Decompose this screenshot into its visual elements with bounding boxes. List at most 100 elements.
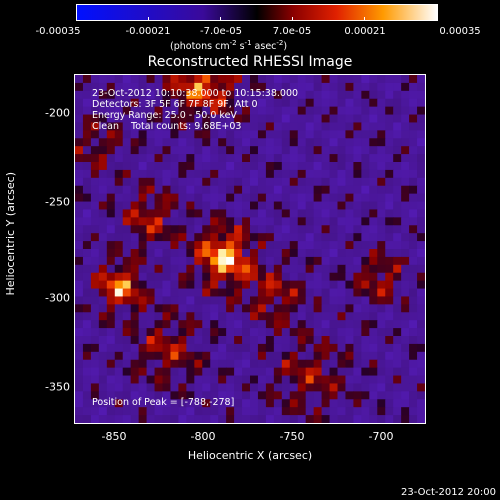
heatmap-cell bbox=[401, 383, 410, 392]
heatmap-cell bbox=[297, 375, 307, 384]
heatmap-cell bbox=[321, 336, 331, 345]
heatmap-cell bbox=[250, 225, 259, 234]
heatmap-cell bbox=[170, 359, 179, 369]
heatmap-cell bbox=[353, 256, 362, 266]
heatmap-cell bbox=[409, 82, 418, 92]
heatmap-cell bbox=[218, 320, 227, 329]
heatmap-cell bbox=[75, 138, 84, 147]
colorbar-tick-label: 0.00035 bbox=[439, 26, 481, 37]
heatmap-cell bbox=[369, 146, 378, 155]
heatmap-cell bbox=[114, 359, 124, 369]
heatmap-cell bbox=[114, 90, 124, 100]
heatmap-cell bbox=[226, 249, 235, 258]
heatmap-cell bbox=[313, 90, 323, 100]
heatmap-cell bbox=[138, 98, 148, 108]
heatmap-cell bbox=[130, 312, 140, 321]
heatmap-cell bbox=[281, 359, 291, 369]
heatmap-cell bbox=[218, 415, 227, 423]
heatmap-cell bbox=[385, 272, 394, 282]
heatmap-cell bbox=[409, 336, 418, 345]
heatmap-cell bbox=[154, 185, 163, 195]
heatmap-cell bbox=[82, 272, 92, 282]
heatmap-cell bbox=[337, 383, 346, 392]
heatmap-cell bbox=[417, 201, 425, 210]
heatmap-cell bbox=[234, 375, 243, 384]
heatmap-cell bbox=[281, 280, 291, 290]
heatmap-cell bbox=[226, 312, 235, 321]
heatmap-cell bbox=[202, 407, 211, 416]
heatmap-cell bbox=[377, 122, 386, 131]
heatmap-cell bbox=[186, 359, 195, 369]
heatmap-cell bbox=[82, 154, 92, 163]
heatmap-cell bbox=[130, 272, 140, 282]
heatmap-cell bbox=[377, 320, 386, 329]
heatmap-cell bbox=[178, 336, 187, 345]
heatmap-cell bbox=[98, 264, 108, 274]
heatmap-cell bbox=[305, 256, 315, 266]
heatmap-cell bbox=[297, 391, 307, 400]
heatmap-cell bbox=[417, 217, 425, 226]
heatmap-cell bbox=[361, 367, 370, 377]
heatmap-cell bbox=[170, 154, 179, 163]
heatmap-cell bbox=[75, 201, 84, 210]
heatmap-cell bbox=[226, 375, 235, 384]
heatmap-cell bbox=[313, 312, 323, 321]
heatmap-cell bbox=[369, 233, 378, 242]
heatmap-cell bbox=[114, 193, 124, 203]
heatmap-cell bbox=[82, 122, 92, 131]
heatmap-cell bbox=[369, 328, 378, 337]
heatmap-cell bbox=[210, 233, 219, 242]
heatmap-cell bbox=[337, 351, 346, 361]
heatmap-cell bbox=[265, 193, 275, 203]
heatmap-cell bbox=[329, 114, 338, 123]
x-axis-label: Heliocentric X (arcsec) bbox=[187, 449, 313, 462]
heatmap-cell bbox=[250, 256, 259, 266]
heatmap-cell bbox=[114, 391, 124, 400]
colorbar-tick bbox=[148, 17, 149, 21]
heatmap-cell bbox=[226, 320, 235, 329]
heatmap-cell bbox=[305, 320, 315, 329]
heatmap-cell bbox=[226, 225, 235, 234]
heatmap-cell bbox=[130, 169, 140, 179]
heatmap-cell bbox=[305, 351, 315, 361]
heatmap-cell bbox=[106, 312, 116, 321]
heatmap-cell bbox=[321, 138, 331, 147]
heatmap-cell bbox=[401, 351, 410, 361]
heatmap-cell bbox=[385, 201, 394, 210]
heatmap-cell bbox=[98, 177, 108, 187]
heatmap-cell bbox=[313, 75, 323, 84]
heatmap-cell bbox=[234, 399, 243, 408]
heatmap-cell bbox=[401, 225, 410, 234]
heatmap-cell bbox=[218, 399, 227, 408]
heatmap-cell bbox=[361, 82, 370, 92]
heatmap-cell bbox=[114, 272, 124, 282]
heatmap-cell bbox=[186, 114, 195, 123]
heatmap-cell bbox=[122, 82, 132, 92]
heatmap-cell bbox=[273, 138, 283, 147]
heatmap-cell bbox=[345, 288, 354, 297]
heatmap-cell bbox=[313, 399, 323, 408]
heatmap-cell bbox=[345, 272, 354, 282]
heatmap-cell bbox=[162, 162, 171, 171]
heatmap-cell bbox=[321, 209, 331, 218]
heatmap-cell bbox=[257, 336, 267, 345]
heatmap-cell bbox=[265, 233, 275, 242]
heatmap-cell bbox=[361, 304, 370, 313]
heatmap-cell bbox=[329, 391, 338, 400]
heatmap-cell bbox=[98, 122, 108, 131]
heatmap-cell bbox=[250, 312, 259, 321]
heatmap-cell bbox=[377, 264, 386, 274]
heatmap-cell bbox=[265, 288, 275, 297]
heatmap-cell bbox=[82, 256, 92, 266]
heatmap-cell bbox=[305, 264, 315, 274]
heatmap-cell bbox=[305, 233, 315, 242]
heatmap-cell bbox=[369, 177, 378, 187]
heatmap-cell bbox=[98, 391, 108, 400]
heatmap-cell bbox=[82, 75, 92, 84]
heatmap-cell bbox=[106, 193, 116, 203]
heatmap-cell bbox=[106, 280, 116, 290]
heatmap-cell bbox=[178, 296, 187, 305]
heatmap-cell bbox=[257, 343, 267, 353]
heatmap-cell bbox=[130, 114, 140, 123]
heatmap-cell bbox=[114, 249, 124, 258]
